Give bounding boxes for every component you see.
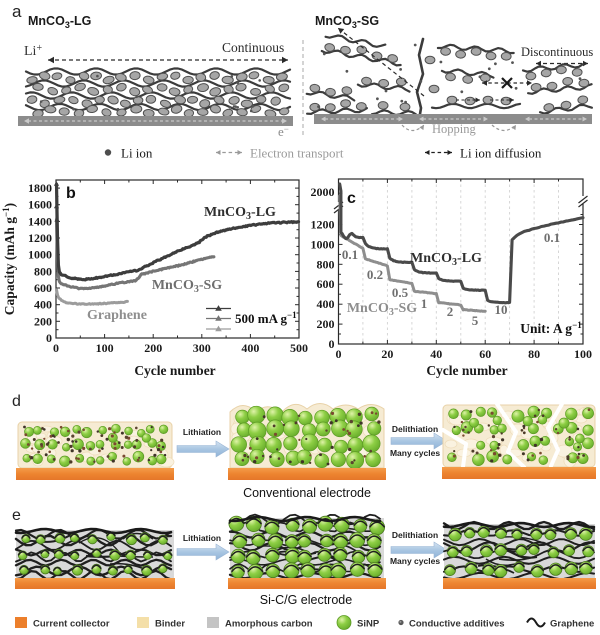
svg-text:Graphene: Graphene — [87, 308, 147, 323]
svg-text:Si-C/G electrode: Si-C/G electrode — [260, 593, 352, 607]
svg-text:Lithiation: Lithiation — [183, 533, 221, 543]
svg-text:Lithiation: Lithiation — [183, 427, 221, 437]
svg-text:Amorphous carbon: Amorphous carbon — [225, 619, 313, 630]
svg-text:MnCO3-LG: MnCO3-LG — [28, 14, 91, 30]
svg-text:Unit: A g−1: Unit: A g−1 — [520, 320, 582, 336]
svg-text:40: 40 — [430, 347, 442, 361]
svg-text:e: e — [12, 507, 21, 524]
svg-text:Graphene: Graphene — [550, 619, 594, 630]
svg-text:1000: 1000 — [28, 248, 52, 262]
svg-text:1200: 1200 — [311, 217, 335, 231]
svg-text:d: d — [12, 393, 21, 410]
svg-text:10: 10 — [495, 302, 508, 317]
svg-text:0.5: 0.5 — [392, 285, 409, 300]
svg-text:0.2: 0.2 — [367, 267, 383, 282]
svg-text:2000: 2000 — [311, 185, 335, 199]
svg-text:300: 300 — [193, 341, 211, 355]
svg-text:0: 0 — [329, 337, 335, 351]
svg-text:Li ion diffusion: Li ion diffusion — [460, 146, 542, 161]
svg-text:Hopping: Hopping — [432, 122, 477, 136]
svg-text:400: 400 — [34, 298, 52, 312]
svg-text:SiNP: SiNP — [357, 619, 380, 630]
svg-text:1400: 1400 — [28, 214, 52, 228]
svg-text:a: a — [12, 2, 22, 21]
svg-text:Delithiation: Delithiation — [392, 530, 438, 540]
svg-text:Conventional electrode: Conventional electrode — [243, 486, 371, 500]
svg-text:800: 800 — [34, 264, 52, 278]
svg-text:1200: 1200 — [28, 231, 52, 245]
svg-text:c: c — [347, 190, 356, 207]
svg-text:Conductive additives: Conductive additives — [409, 619, 505, 630]
svg-text:5: 5 — [472, 313, 479, 328]
svg-text:20: 20 — [381, 347, 393, 361]
svg-text:Binder: Binder — [155, 619, 185, 630]
svg-text:MnCO3-SG: MnCO3-SG — [315, 14, 379, 30]
svg-text:e−: e− — [278, 124, 289, 139]
svg-text:Many cycles: Many cycles — [390, 556, 440, 566]
svg-text:200: 200 — [34, 314, 52, 328]
svg-text:800: 800 — [317, 257, 335, 271]
svg-text:1: 1 — [421, 296, 428, 311]
svg-text:Many cycles: Many cycles — [390, 448, 440, 458]
svg-text:60: 60 — [479, 347, 491, 361]
svg-text:Cycle number: Cycle number — [134, 363, 215, 378]
svg-text:Electron transport: Electron transport — [250, 146, 344, 161]
svg-text:80: 80 — [528, 347, 540, 361]
svg-text:200: 200 — [144, 341, 162, 355]
svg-text:Continuous: Continuous — [222, 40, 284, 55]
svg-text:200: 200 — [317, 317, 335, 331]
svg-text:b: b — [66, 185, 76, 202]
svg-text:100: 100 — [574, 347, 592, 361]
svg-text:Li ion: Li ion — [121, 146, 153, 161]
svg-text:MnCO3-SG: MnCO3-SG — [152, 278, 222, 295]
svg-text:Discontinuous: Discontinuous — [521, 45, 593, 59]
svg-text:0.1: 0.1 — [342, 247, 358, 262]
svg-text:400: 400 — [317, 297, 335, 311]
svg-text:MnCO3-LG: MnCO3-LG — [204, 205, 276, 222]
svg-text:600: 600 — [317, 277, 335, 291]
svg-text:1600: 1600 — [28, 198, 52, 212]
svg-text:Cycle number: Cycle number — [426, 363, 507, 378]
svg-text:0: 0 — [336, 347, 342, 361]
svg-text:Delithiation: Delithiation — [392, 424, 438, 434]
svg-text:400: 400 — [241, 341, 259, 355]
svg-text:1800: 1800 — [28, 181, 52, 195]
svg-text:500 mA g−1: 500 mA g−1 — [235, 310, 297, 326]
svg-text:0: 0 — [53, 341, 59, 355]
svg-text:100: 100 — [96, 341, 114, 355]
svg-text:Current collector: Current collector — [33, 619, 110, 630]
svg-text:2: 2 — [447, 304, 454, 319]
svg-text:0: 0 — [46, 331, 52, 345]
svg-text:MnCO3-LG: MnCO3-LG — [410, 251, 482, 268]
svg-text:500: 500 — [290, 341, 308, 355]
svg-text:MnCO3-SG: MnCO3-SG — [347, 301, 417, 318]
svg-text:600: 600 — [34, 281, 52, 295]
svg-text:1000: 1000 — [311, 237, 335, 251]
svg-text:Capacity (mAh g−1): Capacity (mAh g−1) — [1, 203, 17, 315]
svg-text:0.1: 0.1 — [544, 230, 560, 245]
